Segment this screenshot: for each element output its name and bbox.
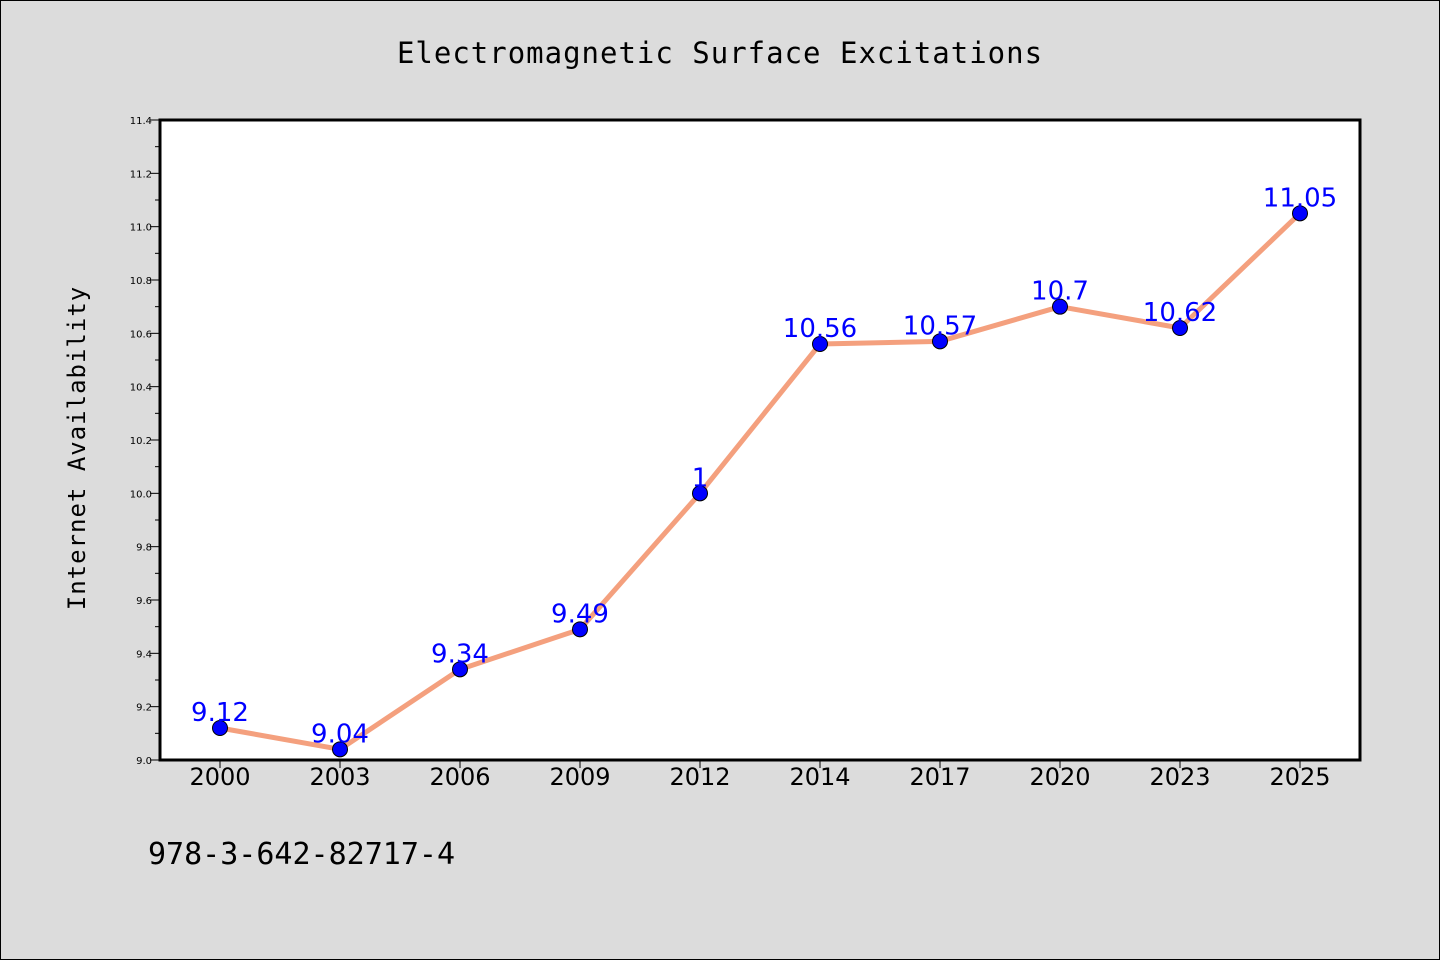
y-tick-label: 9.4 xyxy=(136,649,152,660)
data-point xyxy=(692,485,708,502)
x-axis-ticks: 2000 2003 2006 2009 2012 2014 2017 2020 2023 2025 xyxy=(189,760,1331,791)
y-tick-label: 11.2 xyxy=(130,169,152,180)
y-tick-label: 9.0 xyxy=(136,756,152,767)
y-tick-label: 11.4 xyxy=(130,116,152,127)
series-line-group xyxy=(217,210,1303,752)
y-tick-label: 9.8 xyxy=(136,543,152,554)
plot-frame xyxy=(158,118,1362,762)
data-point xyxy=(452,661,468,678)
data-labels: 9.12 9.04 9.34 9.49 1 10.56 10.57 10.7 10.62 11.0… xyxy=(191,183,1337,749)
y-tick-label: 9.6 xyxy=(136,596,152,607)
x-tick-label: 2009 xyxy=(549,763,610,791)
data-point xyxy=(1052,298,1068,315)
series-line xyxy=(217,210,1303,752)
x-tick-label: 2025 xyxy=(1269,763,1330,791)
data-point xyxy=(212,720,228,736)
isbn-text: 978-3-642-82717-4 xyxy=(148,837,455,872)
y-tick-label: 11.0 xyxy=(130,223,152,234)
data-point xyxy=(932,333,948,350)
data-label: 10.56 xyxy=(783,314,857,344)
data-label: 10.57 xyxy=(903,311,977,341)
y-tick-label: 9.2 xyxy=(136,703,152,714)
x-tick-label: 2006 xyxy=(429,763,490,791)
data-point xyxy=(1172,320,1188,336)
x-tick-label: 2017 xyxy=(909,763,970,791)
data-point xyxy=(1292,205,1308,222)
y-tick-label: 10.2 xyxy=(130,436,152,447)
data-label: 9.34 xyxy=(431,639,489,669)
data-markers xyxy=(212,205,1308,758)
data-label: 10.62 xyxy=(1143,298,1217,328)
y-axis-label: Internet Availability xyxy=(63,286,91,610)
data-point xyxy=(332,741,348,758)
x-tick-label: 2000 xyxy=(189,763,250,791)
y-tick-label: 10.4 xyxy=(130,383,152,394)
x-tick-label: 2020 xyxy=(1029,763,1090,791)
data-label: 11.05 xyxy=(1263,183,1337,213)
y-tick-label: 10.0 xyxy=(130,489,152,500)
x-tick-label: 2014 xyxy=(789,763,850,791)
x-tick-label: 2023 xyxy=(1149,763,1210,791)
plot-area xyxy=(160,120,1360,760)
y-tick-label: 10.6 xyxy=(130,329,152,340)
data-label: 9.04 xyxy=(311,719,369,749)
x-tick-label: 2003 xyxy=(309,763,370,791)
data-point xyxy=(572,621,588,638)
y-tick-label: 10.8 xyxy=(130,276,152,287)
x-tick-label: 2012 xyxy=(669,763,730,791)
data-label: 9.49 xyxy=(551,599,609,629)
data-label: 1 xyxy=(692,463,709,493)
chart-title: Electromagnetic Surface Excitations xyxy=(397,36,1043,70)
data-point xyxy=(812,336,828,352)
data-label: 10.7 xyxy=(1031,277,1089,307)
data-label: 9.12 xyxy=(191,698,249,728)
